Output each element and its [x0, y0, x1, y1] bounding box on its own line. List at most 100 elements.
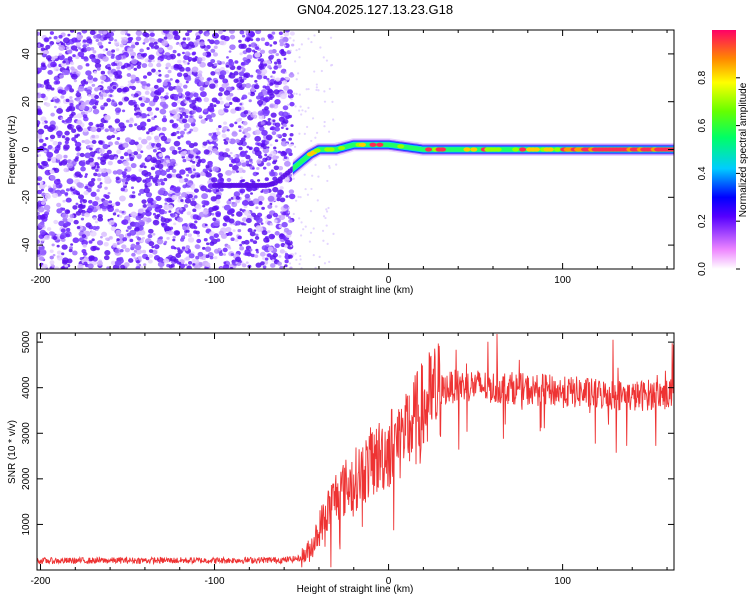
spectrogram-noise-dot — [325, 210, 329, 213]
spectrogram-noise-dot — [273, 65, 279, 70]
spectrogram-noise-dot — [56, 130, 62, 135]
spectrogram-noise-dot — [297, 72, 300, 75]
spectrogram-noise-dot — [38, 183, 46, 190]
spectrogram-noise-dot — [129, 85, 133, 89]
spectrogram-noise-dot — [129, 156, 134, 162]
spectrogram-noise-dot — [323, 125, 326, 128]
spectrogram-noise-dot — [134, 112, 138, 116]
spectrogram-noise-dot — [238, 71, 245, 77]
spectrogram-noise-dot — [146, 135, 152, 141]
spectrogram-noise-dot — [69, 61, 75, 66]
spectrogram-y-tick-label: 20 — [21, 96, 32, 108]
spectrogram-noise-dot — [119, 43, 124, 48]
spectrogram-noise-dot — [139, 48, 144, 53]
spectrogram-noise-dot — [65, 197, 71, 203]
spectrogram-noise-dot — [86, 89, 92, 95]
spectrogram-noise-dot — [297, 195, 300, 199]
spectrogram-noise-dot — [290, 98, 293, 101]
spectrogram-noise-dot — [92, 105, 97, 110]
spectrogram-noise-dot — [96, 127, 102, 133]
spectrogram-noise-dot — [63, 37, 70, 44]
spectrogram-noise-dot — [257, 142, 262, 147]
spectrogram-noise-dot — [149, 175, 154, 180]
spectrogram-noise-dot — [65, 118, 72, 124]
spectrogram-noise-dot — [237, 125, 242, 129]
spectrogram-noise-dot — [148, 100, 156, 107]
spectrogram-noise-dot — [62, 199, 66, 203]
spectrogram-noise-dot — [82, 199, 88, 204]
spectrogram-noise-dot — [178, 178, 185, 184]
spectrogram-noise-dot — [250, 253, 255, 258]
spectrogram-noise-dot — [246, 163, 250, 167]
spectrogram-noise-dot — [295, 258, 298, 261]
spectrogram-noise-dot — [272, 160, 277, 165]
spectrogram-noise-dot — [115, 201, 121, 207]
spectrogram-noise-dot — [308, 240, 312, 243]
spectrogram-noise-dot — [311, 117, 315, 120]
spectrogram-noise-dot — [54, 98, 60, 103]
spectrogram-noise-dot — [95, 205, 101, 210]
spectrogram-noise-dot — [326, 242, 329, 245]
spectrogram-noise-dot — [219, 70, 227, 76]
spectrogram-noise-dot — [148, 30, 154, 34]
spectrogram-noise-dot — [175, 42, 179, 46]
spectrogram-noise-dot — [173, 230, 181, 236]
spectrogram-noise-dot — [89, 230, 97, 237]
spectrogram-noise-dot — [139, 121, 147, 128]
spectrogram-noise-dot — [288, 93, 291, 96]
spectrogram-noise-dot — [42, 263, 48, 269]
spectrogram-noise-dot — [74, 141, 82, 148]
spectrogram-noise-dot — [151, 68, 156, 73]
spectrogram-noise-dot — [104, 250, 111, 256]
spectrogram-noise-dot — [119, 126, 125, 132]
spectrogram-noise-dot — [94, 134, 100, 139]
spectrogram-noise-dot — [239, 243, 243, 247]
spectrogram-noise-dot — [182, 158, 187, 163]
ridge-hotspot — [376, 142, 384, 147]
spectrogram-noise-dot — [146, 131, 150, 135]
spectrogram-noise-dot — [255, 262, 262, 268]
spectrogram-noise-dot — [169, 119, 174, 124]
spectrogram-noise-dot — [155, 169, 162, 176]
spectrogram-noise-dot — [113, 71, 119, 76]
spectrogram-noise-dot — [37, 31, 41, 36]
spectrogram-noise-dot — [202, 168, 208, 173]
spectrogram-noise-dot — [97, 41, 103, 46]
spectrogram-noise-dot — [160, 170, 167, 176]
spectrogram-noise-dot — [208, 118, 214, 123]
spectrogram-noise-dot — [85, 43, 90, 47]
spectrogram-noise-dot — [91, 139, 97, 145]
spectrogram-noise-dot — [170, 256, 177, 262]
spectrogram-noise-dot — [171, 194, 178, 201]
spectrogram-noise-dot — [299, 105, 302, 108]
spectrogram-noise-dot — [264, 189, 269, 193]
spectrogram-noise-dot — [314, 266, 317, 269]
spectrogram-noise-dot — [327, 206, 330, 210]
spectrogram-noise-dot — [125, 157, 130, 162]
spectrogram-noise-dot — [71, 137, 76, 142]
spectrogram-noise-dot — [40, 116, 47, 122]
spectrogram-noise-dot — [45, 44, 51, 50]
spectrogram-noise-dot — [219, 97, 223, 100]
spectrogram-noise-dot — [82, 243, 87, 248]
spectrogram-noise-dot — [121, 109, 126, 113]
spectrogram-noise-dot — [222, 247, 228, 253]
spectrogram-noise-dot — [264, 153, 268, 157]
spectrogram-noise-dot — [116, 66, 121, 70]
spectrogram-noise-dot — [213, 39, 220, 45]
spectrogram-noise-dot — [285, 148, 293, 154]
spectrogram-noise-dot — [284, 264, 288, 268]
spectrogram-noise-dot — [284, 244, 288, 248]
spectrogram-noise-dot — [212, 148, 218, 154]
spectrogram-noise-dot — [202, 246, 206, 250]
spectrogram-noise-dot — [39, 229, 46, 236]
spectrogram-noise-dot — [256, 159, 262, 164]
spectrogram-noise-dot — [215, 211, 222, 217]
spectrogram-noise-dot — [131, 252, 136, 257]
spectrogram-noise-dot — [90, 191, 97, 197]
spectrogram-noise-dot — [123, 144, 127, 148]
spectrogram-noise-dot — [165, 159, 170, 163]
spectrogram-noise-dot — [277, 150, 282, 154]
spectrogram-noise-dot — [56, 250, 62, 255]
spectrogram-noise-dot — [273, 146, 277, 150]
